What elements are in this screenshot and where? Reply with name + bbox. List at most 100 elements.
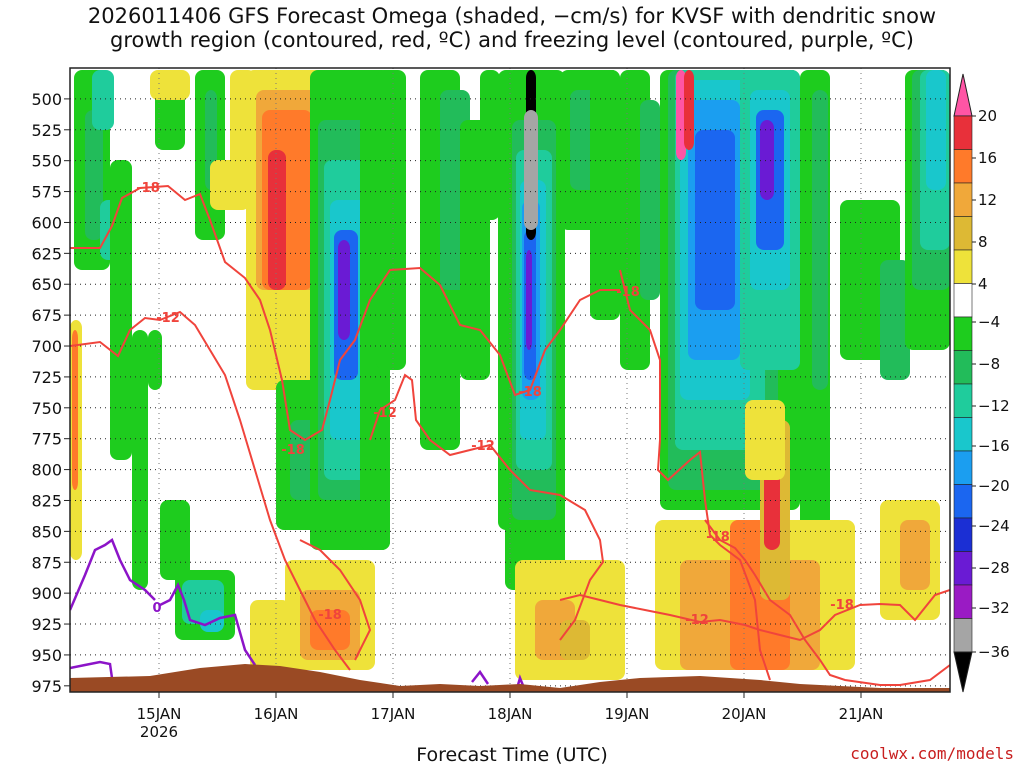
x-axis: 15JAN 16JAN 17JAN 18JAN 19JAN 20JAN 21JAN xyxy=(137,692,883,723)
freezing-contour xyxy=(70,660,114,679)
contours: -18 -12 -18 -12 -18 -12 -18 -18 -18 -12 -18 0 xyxy=(70,181,950,689)
colorbar-tick-label: −32 xyxy=(978,599,1010,617)
dgz-contour-label: -18 xyxy=(616,285,640,300)
dgz-contour-label: -18 xyxy=(318,608,342,623)
omega-cell xyxy=(268,150,286,290)
colorbar-box xyxy=(953,517,973,552)
omega-cell xyxy=(926,70,946,190)
chart-title: 2026011406 GFS Forecast Omega (shaded, −… xyxy=(0,4,1024,52)
freezing-contour xyxy=(471,669,490,685)
y-tick-label: 625 xyxy=(31,244,62,263)
omega-cell xyxy=(524,110,538,230)
omega-cell xyxy=(110,160,132,460)
y-tick-label: 600 xyxy=(31,213,62,232)
x-tick-label: 16JAN xyxy=(254,705,299,723)
colorbar-tick-label: −16 xyxy=(978,437,1010,455)
colorbar-tick-label: 8 xyxy=(978,233,988,251)
dgz-contour xyxy=(299,539,372,661)
y-tick-label: 925 xyxy=(31,615,62,634)
omega-cell xyxy=(150,70,190,100)
dgz-contour xyxy=(369,373,605,641)
colorbar-tick-label: 4 xyxy=(978,275,988,293)
dgz-contour-label: -12 xyxy=(156,311,180,326)
colorbar-box xyxy=(953,149,973,184)
y-tick-label: 900 xyxy=(31,584,62,603)
freezing-contour xyxy=(70,538,156,611)
freezing-contour xyxy=(159,582,257,666)
y-tick-label: 500 xyxy=(31,90,62,109)
y-tick-label: 575 xyxy=(31,183,62,202)
omega-cell xyxy=(250,600,290,670)
dgz-contour-label: -18 xyxy=(136,181,160,196)
colorbar-box xyxy=(953,182,973,217)
omega-cell xyxy=(160,500,190,580)
y-tick-label: 675 xyxy=(31,306,62,325)
colorbar-box xyxy=(953,350,973,385)
omega-cell xyxy=(590,70,620,320)
dgz-contour-label: -18 xyxy=(281,443,305,458)
omega-cell xyxy=(560,620,590,660)
x-tick-label: 19JAN xyxy=(605,705,650,723)
y-tick-label: 750 xyxy=(31,399,62,418)
colorbar-tick-label: −12 xyxy=(978,397,1010,415)
omega-cell xyxy=(676,70,686,160)
y-tick-label: 525 xyxy=(31,121,62,140)
terrain-fill xyxy=(70,664,950,692)
omega-cell xyxy=(526,250,532,350)
dgz-contour-label: -12 xyxy=(685,613,709,628)
omega-cell xyxy=(640,100,660,300)
colorbar-box xyxy=(953,450,973,485)
colorbar-tick-label: −8 xyxy=(978,355,1000,373)
dgz-contour xyxy=(70,310,351,671)
omega-cell xyxy=(338,240,350,340)
omega-cell xyxy=(310,610,350,650)
omega-cell xyxy=(760,120,774,200)
colorbar-box xyxy=(953,115,973,150)
dgz-contour xyxy=(559,589,950,642)
dgz-contour-label: -18 xyxy=(830,598,854,613)
x-subtick-label: 2026 xyxy=(140,723,178,741)
dgz-contour xyxy=(619,269,771,681)
colorbar-top-arrow xyxy=(953,73,973,117)
omega-cell xyxy=(376,70,406,370)
credit-text: coolwx.com/models xyxy=(850,744,1014,763)
colorbar-box xyxy=(953,316,973,351)
colorbar-tick-label: 12 xyxy=(978,191,997,209)
x-axis-label: Forecast Time (UTC) xyxy=(416,744,608,766)
y-tick-label: 800 xyxy=(31,461,62,480)
colorbar-tick-label: 20 xyxy=(978,107,997,125)
omega-cell xyxy=(900,520,930,590)
omega-cell xyxy=(695,130,735,310)
x-tick-label: 15JAN xyxy=(137,705,182,723)
dgz-contour xyxy=(70,184,620,442)
omega-cell xyxy=(92,70,114,130)
colorbar-tick-label: −28 xyxy=(978,559,1010,577)
y-tick-label: 875 xyxy=(31,553,62,572)
omega-shading xyxy=(70,70,950,680)
y-tick-label: 850 xyxy=(31,522,62,541)
dgz-contour xyxy=(704,519,950,686)
omega-cell xyxy=(745,400,785,480)
colorbar-box xyxy=(953,584,973,619)
colorbar-box xyxy=(953,417,973,452)
dgz-contour-label: -18 xyxy=(706,530,730,545)
colorbar-bottom-arrow xyxy=(953,651,973,693)
colorbar: 20 16 12 8 4 −4 −8 −12 −16 −20 −24 −28 −32 −36 xyxy=(953,73,1010,693)
colorbar-box xyxy=(953,618,973,653)
omega-cell xyxy=(72,330,78,490)
title-line-2: growth region (contoured, red, ºC) and f… xyxy=(110,28,914,52)
colorbar-tick-label: −20 xyxy=(978,477,1010,495)
colorbar-tick-label: −36 xyxy=(978,643,1010,661)
y-tick-label: 775 xyxy=(31,430,62,449)
y-tick-label: 700 xyxy=(31,337,62,356)
y-tick-label: 825 xyxy=(31,491,62,510)
colorbar-box xyxy=(953,551,973,586)
colorbar-box xyxy=(953,216,973,251)
y-tick-label: 950 xyxy=(31,646,62,665)
x-tick-label: 17JAN xyxy=(371,705,416,723)
colorbar-tick-label: 16 xyxy=(978,149,997,167)
colorbar-box xyxy=(953,283,973,318)
y-tick-label: 550 xyxy=(31,152,62,171)
colorbar-box xyxy=(953,383,973,418)
